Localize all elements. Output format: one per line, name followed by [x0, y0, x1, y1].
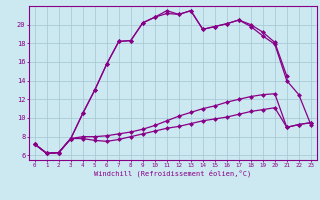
- X-axis label: Windchill (Refroidissement éolien,°C): Windchill (Refroidissement éolien,°C): [94, 170, 252, 177]
